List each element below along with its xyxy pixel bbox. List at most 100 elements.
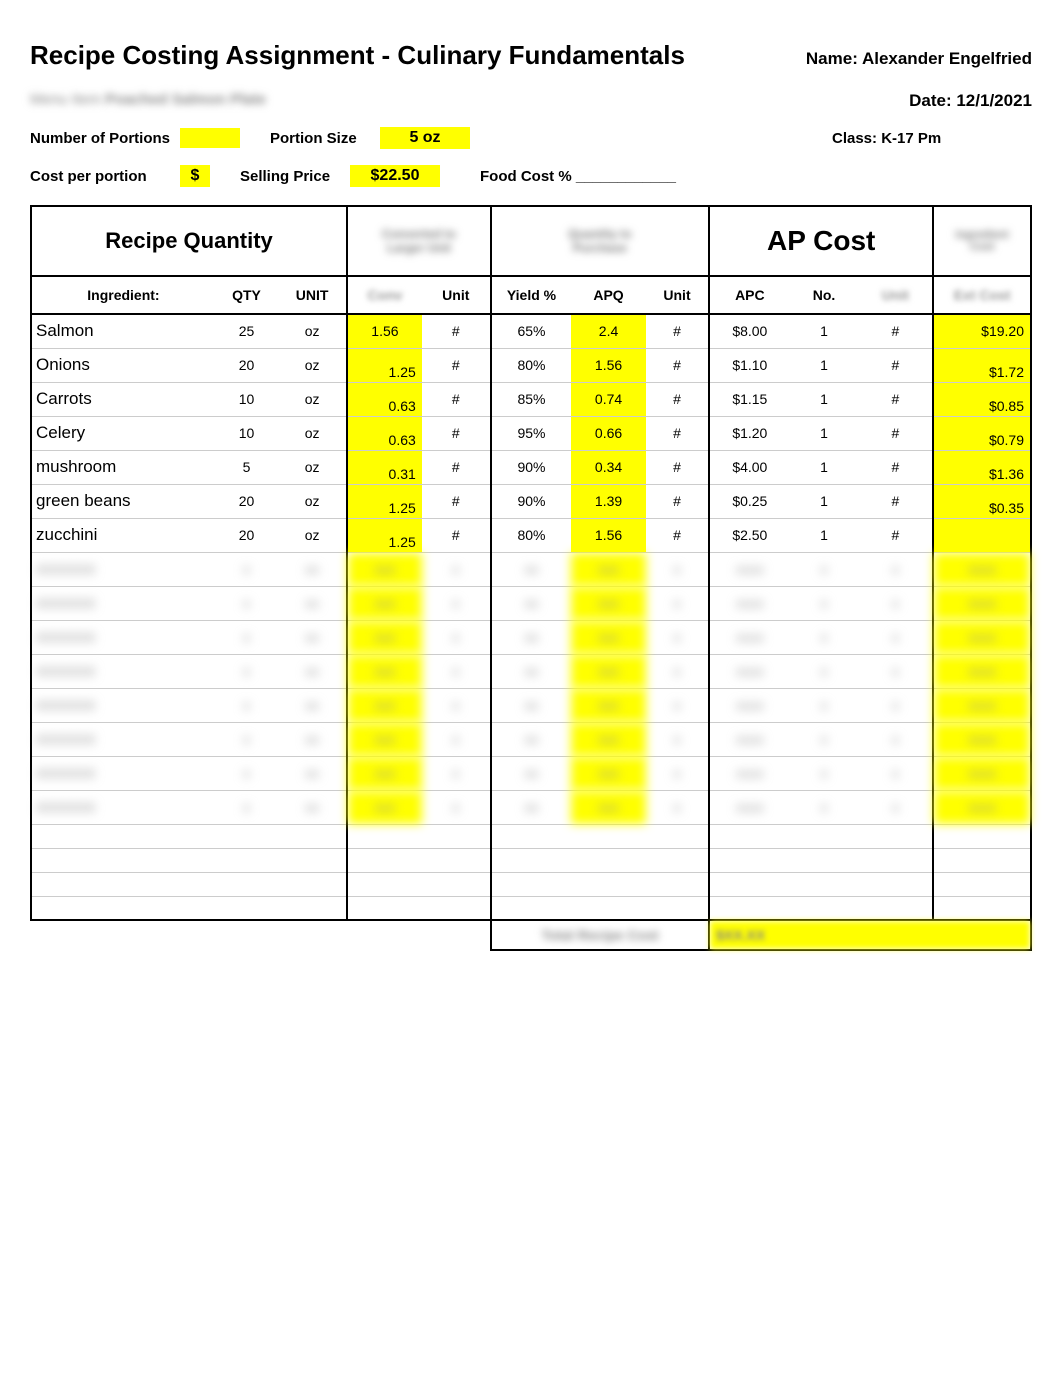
table-row-blurred: xxxxxxx x xx xxx x xx xxx x xxxx x x xxx… [31,756,1031,790]
unit3-cell: # [646,348,709,382]
no-cell: 1 [790,416,859,450]
qty-cell: 20 [215,484,278,518]
portions-value [180,128,240,148]
yield-cell: 95% [491,416,571,450]
unit3-cell: # [646,518,709,552]
unit3-cell: # [646,450,709,484]
ingredient-cell: Salmon [31,314,215,348]
apc-cell: $4.00 [709,450,789,484]
unit2-cell: # [422,348,491,382]
menu-item-row: Menu Item Poached Salmon Plate [30,91,266,111]
ingredient-cell: Celery [31,416,215,450]
no-cell: 1 [790,518,859,552]
col-ext: Ext Cost [933,276,1031,314]
costing-table: Recipe Quantity Converted toLarger Unit … [30,205,1032,951]
ext-cell [933,518,1031,552]
yield-cell: 85% [491,382,571,416]
col-yield: Yield % [491,276,571,314]
ingredient-cell: Carrots [31,382,215,416]
conv-cell: 0.31 [347,450,422,484]
table-row-blurred: xxxxxxx x xx xxx x xx xxx x xxxx x x xxx… [31,790,1031,824]
section-group5: IngredientCost [933,206,1031,276]
yield-cell: 90% [491,484,571,518]
no-cell: 1 [790,484,859,518]
apc-cell: $2.50 [709,518,789,552]
page-title: Recipe Costing Assignment - Culinary Fun… [30,40,685,71]
qty-cell: 25 [215,314,278,348]
conv-cell: 1.25 [347,484,422,518]
ingredient-cell: Onions [31,348,215,382]
unit-cell: oz [278,484,347,518]
qty-cell: 20 [215,518,278,552]
apq-cell: 0.74 [571,382,646,416]
student-name: Name: Alexander Engelfried [806,49,1032,69]
apq-cell: 1.56 [571,348,646,382]
unit-cell: oz [278,518,347,552]
col-no: No. [790,276,859,314]
apq-cell: 2.4 [571,314,646,348]
apc-cell: $8.00 [709,314,789,348]
unit2-cell: # [422,382,491,416]
section-ap-cost: AP Cost [709,206,933,276]
apc-cell: $1.15 [709,382,789,416]
yield-cell: 80% [491,348,571,382]
table-row: mushroom 5 oz 0.31 # 90% 0.34 # $4.00 1 … [31,450,1031,484]
food-cost-label: Food Cost % ____________ [480,168,676,185]
qty-cell: 20 [215,348,278,382]
unit4-cell: # [859,382,934,416]
ext-cell: $19.20 [933,314,1031,348]
unit-cell: oz [278,416,347,450]
unit2-cell: # [422,450,491,484]
ext-cell: $1.36 [933,450,1031,484]
unit2-cell: # [422,416,491,450]
table-row: Salmon 25 oz 1.56 # 65% 2.4 # $8.00 1 # … [31,314,1031,348]
apq-cell: 0.34 [571,450,646,484]
unit4-cell: # [859,484,934,518]
unit4-cell: # [859,450,934,484]
portion-size-label: Portion Size [270,130,380,147]
section-recipe-qty: Recipe Quantity [31,206,347,276]
table-row-blurred: xxxxxxx x xx xxx x xx xxx x xxxx x x xxx… [31,654,1031,688]
unit3-cell: # [646,314,709,348]
table-row-blurred: xxxxxxx x xx xxx x xx xxx x xxxx x x xxx… [31,620,1031,654]
unit2-cell: # [422,518,491,552]
apc-cell: $0.25 [709,484,789,518]
ingredient-cell: green beans [31,484,215,518]
qty-cell: 10 [215,416,278,450]
portions-label: Number of Portions [30,130,180,147]
table-row: zucchini 20 oz 1.25 # 80% 1.56 # $2.50 1… [31,518,1031,552]
selling-price-label: Selling Price [240,168,350,185]
unit-cell: oz [278,314,347,348]
unit2-cell: # [422,484,491,518]
unit4-cell: # [859,314,934,348]
ingredient-cell: zucchini [31,518,215,552]
table-row: Celery 10 oz 0.63 # 95% 0.66 # $1.20 1 #… [31,416,1031,450]
table-row-blurred: xxxxxxx x xx xxx x xx xxx x xxxx x x xxx… [31,586,1031,620]
ext-cell: $0.79 [933,416,1031,450]
unit3-cell: # [646,382,709,416]
conv-cell: 1.56 [347,314,422,348]
yield-cell: 80% [491,518,571,552]
apq-cell: 1.39 [571,484,646,518]
unit2-cell: # [422,314,491,348]
total-value: $XX.XX [709,920,1031,950]
table-row: Carrots 10 oz 0.63 # 85% 0.74 # $1.15 1 … [31,382,1031,416]
class-label: Class: K-17 Pm [832,130,1032,147]
unit4-cell: # [859,348,934,382]
section-group2: Converted toLarger Unit [347,206,491,276]
section-group3: Quantity toPurchase [491,206,709,276]
conv-cell: 0.63 [347,416,422,450]
qty-cell: 5 [215,450,278,484]
cost-per-portion-label: Cost per portion [30,168,180,185]
unit-cell: oz [278,348,347,382]
col-unit1: UNIT [278,276,347,314]
unit3-cell: # [646,416,709,450]
unit-cell: oz [278,450,347,484]
date-label: Date: 12/1/2021 [909,91,1032,111]
col-apq: APQ [571,276,646,314]
total-label: Total Recipe Cost [491,920,709,950]
unit-cell: oz [278,382,347,416]
selling-price-value: $22.50 [350,165,440,187]
unit4-cell: # [859,416,934,450]
yield-cell: 65% [491,314,571,348]
